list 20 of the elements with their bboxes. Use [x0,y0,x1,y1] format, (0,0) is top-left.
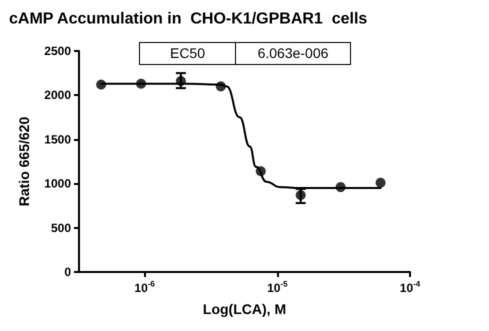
point [96,80,106,90]
point [176,76,186,86]
y-tick-label: 0 [64,265,72,279]
annotation: 6.063e-006 [235,43,350,64]
y-axis-title: Ratio 665/620 [16,116,32,206]
point [376,178,386,188]
y-tick-label: 2500 [44,44,72,58]
point [296,190,306,200]
table-frame: EC50 6.063e-006 [139,42,351,65]
point [336,182,346,192]
annotation: EC50 [168,44,206,63]
y-tick-label: 2000 [44,88,72,102]
point [256,166,266,176]
x-axis-title: Log(LCA), M [202,301,286,317]
y-tick-label: 1500 [44,132,72,146]
y-tick-label: 1000 [44,176,72,191]
point [136,78,146,89]
y-tick-label: 500 [50,220,72,235]
chart-title: cAMP Accumulation in CHO-K1/GPBAR1 cells [9,10,368,28]
point [216,81,226,92]
